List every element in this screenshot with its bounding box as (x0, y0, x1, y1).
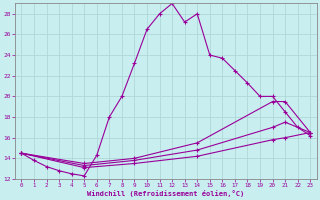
X-axis label: Windchill (Refroidissement éolien,°C): Windchill (Refroidissement éolien,°C) (87, 190, 244, 197)
